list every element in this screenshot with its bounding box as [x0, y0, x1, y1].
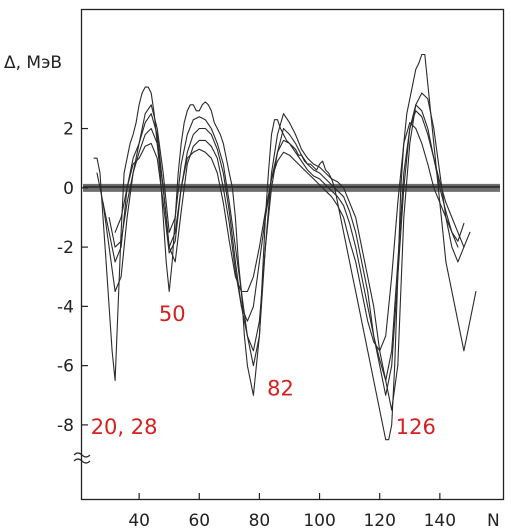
curves: [93, 53, 477, 441]
x-tick-label: 140: [424, 511, 456, 531]
x-ticks: 40 60 80 100 120 140: [128, 493, 456, 531]
series-line-4: [108, 110, 465, 382]
series-line-5: [114, 122, 459, 352]
y-tick-label: 0: [63, 179, 74, 199]
zero-band: [83, 183, 500, 192]
magic-number-labels: 20, 28 50 82 126: [91, 302, 436, 439]
y-tick-label: 2: [63, 120, 74, 140]
y-tick-label: -8: [57, 416, 74, 436]
magic-number-label: 50: [159, 302, 186, 326]
magic-number-label: 20, 28: [91, 415, 158, 439]
x-tick-label: 60: [188, 511, 210, 531]
magic-number-label: 126: [396, 415, 436, 439]
axis-break-mark: [73, 452, 91, 464]
x-tick-label: 80: [249, 511, 271, 531]
magic-number-label: 82: [267, 376, 294, 400]
series-line-2: [96, 92, 471, 411]
y-tick-label: -4: [57, 297, 74, 317]
x-tick-label: 100: [303, 511, 335, 531]
plot-frame: [80, 8, 505, 501]
x-tick-label: 40: [128, 511, 150, 531]
x-axis-title: N: [487, 511, 500, 531]
y-tick-label: -6: [57, 357, 74, 377]
x-tick-label: 120: [363, 511, 395, 531]
y-axis-title: Δ, МэВ: [4, 53, 62, 73]
y-tick-label: -2: [57, 238, 74, 258]
y-ticks: 2 0 -2 -4 -6 -8: [57, 120, 88, 436]
